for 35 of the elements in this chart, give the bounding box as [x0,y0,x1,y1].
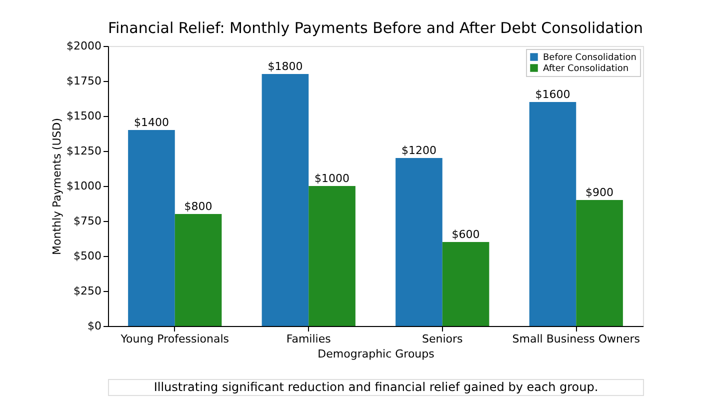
legend-label: Before Consolidation [543,53,636,63]
chart-title: Financial Relief: Monthly Payments Before and After Debt Consolidation [108,19,644,37]
data-label: $1000 [314,172,350,185]
x-tick-label: Seniors [422,332,464,346]
data-label: $1400 [134,116,169,129]
bar [174,214,222,326]
bar [529,102,576,326]
data-label: $600 [452,228,480,241]
data-label: $900 [586,186,614,199]
data-label: $1200 [401,144,436,157]
x-tick-label: Families [286,332,332,346]
legend-label: After Consolidation [543,64,629,74]
y-tick-label: $2000 [66,40,102,52]
y-tick-label: $500 [74,250,102,262]
y-tick-label: $750 [74,214,102,228]
y-tick-label: $1750 [66,74,102,88]
y-tick-label: $250 [74,284,102,298]
bar [262,74,309,326]
data-label: $1600 [535,88,570,101]
x-tick-label: Young Professionals [120,332,230,346]
data-label: $800 [184,200,212,213]
y-tick-label: $1250 [66,144,102,158]
y-tick-label: $1500 [66,110,102,122]
bar [576,200,623,326]
bar [308,186,356,326]
y-axis-title: Monthly Payments (USD) [50,118,64,256]
data-label: $1800 [268,60,303,73]
bar [442,242,490,326]
y-tick-label: $0 [88,320,102,332]
x-tick-label: Small Business Owners [512,332,640,346]
bar [128,130,175,326]
y-tick-label: $1000 [66,180,102,192]
bar [396,158,442,326]
text: Illustrating significant reduction and financial relief gained by each group. [154,380,598,394]
x-axis-title: Demographic Groups [318,348,435,360]
